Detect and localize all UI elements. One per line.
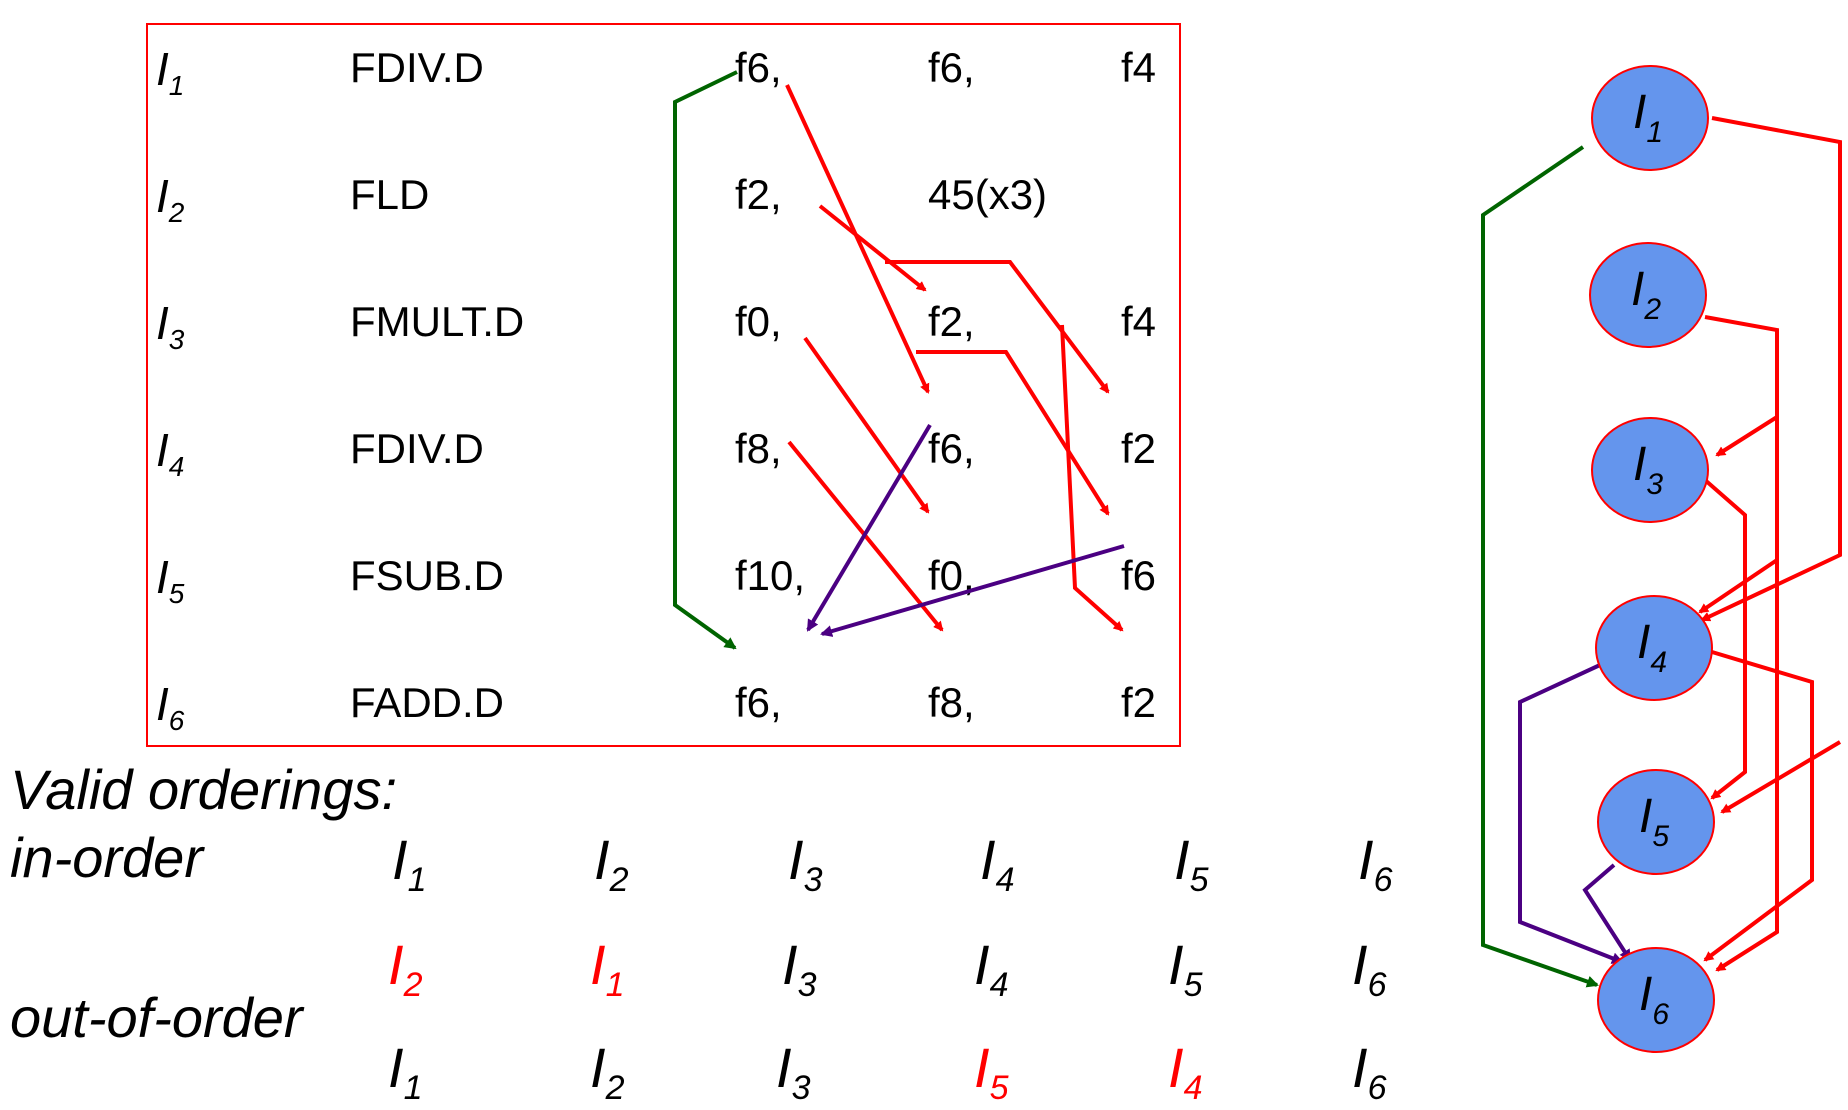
- ordering-item: I5: [1174, 828, 1209, 899]
- ordering-item: I1: [590, 933, 625, 1004]
- ordering-item: I4: [1168, 1036, 1203, 1107]
- instr-arg3-1: f4: [1121, 44, 1157, 91]
- instr-op-3: FMULT.D: [350, 298, 525, 345]
- graph-node-i6: I6: [1597, 947, 1715, 1053]
- raw-arrow-i2-f2-to-i4: [885, 260, 1110, 394]
- instr-op-6: FADD.D: [350, 679, 505, 726]
- raw-arrow-i2-f2-to-i3: [818, 204, 927, 292]
- instr-arg2-4: f6,: [928, 425, 975, 472]
- ordering-item: I5: [974, 1036, 1009, 1107]
- graph-edge-i2-i4: [1698, 558, 1779, 614]
- ordering-item: I2: [388, 933, 423, 1004]
- svg-text:I5: I5: [1639, 790, 1669, 853]
- instr-arg2-3: f2,: [928, 298, 975, 345]
- graph-node-i3: I3: [1591, 417, 1709, 523]
- graph-node-i5: I5: [1597, 769, 1715, 875]
- graph-edge-i4-i6-raw: [1703, 650, 1814, 962]
- instr-op-5: FSUB.D: [350, 552, 505, 599]
- ordering-item: I5: [1168, 933, 1203, 1004]
- svg-text:I1: I1: [1633, 86, 1663, 149]
- graph-edge-i2-i3: [1704, 315, 1779, 457]
- graph-node-i2: I2: [1589, 242, 1707, 348]
- war-arrow-i5-f6: [820, 544, 1125, 637]
- instr-label-4: I4: [156, 424, 185, 482]
- ordering-item: I6: [1352, 933, 1387, 1004]
- war-arrow-i4-f6: [806, 423, 932, 632]
- instr-op-2: FLD: [350, 171, 430, 218]
- instr-label-5: I5: [156, 551, 185, 609]
- instr-arg1-2: f2,: [735, 171, 782, 218]
- graph-node-i4: I4: [1595, 595, 1713, 701]
- instr-arg1-6: f6,: [735, 679, 782, 726]
- dependency-graph: I1 I2 I3 I4 I5 I6: [1481, 65, 1842, 1053]
- ordering-item: I2: [594, 828, 629, 899]
- ordering-item: I4: [980, 828, 1015, 899]
- instr-arg1-3: f0,: [735, 298, 782, 345]
- ordering-item: I6: [1352, 1036, 1387, 1107]
- svg-text:I6: I6: [1639, 968, 1669, 1031]
- graph-edge-i1-i4: [1700, 116, 1842, 622]
- graph-edge-i2-i6: [1715, 417, 1779, 972]
- instr-label-3: I3: [156, 297, 185, 355]
- instr-arg2-6: f8,: [928, 679, 975, 726]
- instr-arg2-2: 45(x3): [928, 171, 1048, 218]
- in-order-label: in-order: [10, 826, 203, 889]
- graph-node-i1: I1: [1591, 65, 1709, 171]
- waw-arrow-i1-i6: [673, 70, 738, 650]
- out-of-order-label: out-of-order: [10, 986, 303, 1049]
- instr-op-4: FDIV.D: [350, 425, 484, 472]
- ordering-item: I4: [974, 933, 1009, 1004]
- instr-arg2-1: f6,: [928, 44, 975, 91]
- graph-edge-i3-i5: [1703, 478, 1747, 800]
- ordering-item: I1: [392, 828, 427, 899]
- ordering-item: I3: [776, 1036, 811, 1107]
- ordering-item: I3: [782, 933, 817, 1004]
- instr-arg3-5: f6: [1121, 552, 1157, 599]
- ordering-item: I3: [788, 828, 823, 899]
- instr-arg1-5: f10,: [735, 552, 806, 599]
- svg-text:I4: I4: [1637, 616, 1667, 679]
- graph-edge-i4-i6-war: [1518, 663, 1624, 964]
- ordering-item: I2: [590, 1036, 625, 1107]
- ordering-item: I1: [388, 1036, 423, 1107]
- instr-op-1: FDIV.D: [350, 44, 484, 91]
- instr-arg1-4: f8,: [735, 425, 782, 472]
- raw-arrow-i3-f2-to-i6: [916, 350, 1110, 516]
- raw-arrow-i3-f4-to-i6: [1060, 324, 1124, 632]
- svg-text:I3: I3: [1633, 438, 1663, 501]
- graph-edge-i1-i5: [1720, 740, 1842, 814]
- instr-arg3-3: f4: [1121, 298, 1157, 345]
- graph-edge-i5-i6: [1582, 863, 1632, 962]
- orderings-title: Valid orderings:: [10, 758, 398, 821]
- graph-edge-i1-i6-waw: [1481, 145, 1599, 988]
- instr-label-2: I2: [156, 170, 185, 228]
- instr-arg2-5: f0,: [928, 552, 975, 599]
- svg-text:I2: I2: [1631, 263, 1661, 326]
- instr-arg1-1: f6,: [735, 44, 782, 91]
- instr-arg3-6: f2: [1121, 679, 1157, 726]
- instruction-box: [146, 23, 1181, 747]
- raw-arrow-i3-f0-to-i5: [803, 336, 930, 514]
- instr-arg3-4: f2: [1121, 425, 1157, 472]
- instr-label-1: I1: [156, 43, 185, 101]
- instr-label-6: I6: [156, 678, 185, 736]
- ordering-item: I6: [1358, 828, 1393, 899]
